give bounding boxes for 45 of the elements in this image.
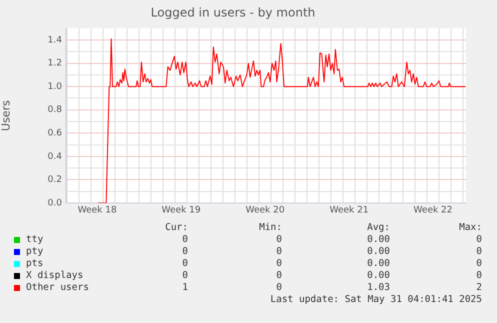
x-tick-label: Week 19 (162, 206, 201, 216)
text: 0 (476, 234, 482, 245)
text: 0 (182, 258, 188, 269)
x-tick-label: Week 18 (78, 206, 117, 216)
text: 0.00 (367, 270, 390, 281)
text: 0 (276, 282, 282, 293)
text: 0 (476, 246, 482, 257)
legend-label: Other users (26, 282, 89, 293)
text: Last update: Sat May 31 04:01:41 2025 (270, 294, 482, 305)
text: 0.00 (367, 234, 390, 245)
x-tick-label: Week 21 (330, 206, 369, 216)
y-tick-label: 0.2 (48, 175, 62, 186)
text: 0 (276, 258, 282, 269)
text: 1 (182, 282, 188, 293)
text: Cur: (165, 222, 188, 233)
text: Avg: (367, 222, 390, 233)
y-tick-label: 1.0 (48, 82, 62, 92)
text: 0.00 (367, 246, 390, 257)
text: Min: (259, 222, 282, 233)
y-tick-label: 0.4 (48, 152, 62, 162)
text: 0 (276, 246, 282, 257)
legend-label: X displays (26, 270, 84, 281)
y-tick-label: 0.6 (48, 128, 62, 139)
text: 0 (276, 234, 282, 245)
legend-label: tty (26, 234, 44, 245)
y-tick-label: 1.2 (48, 58, 62, 69)
legend-label: pty (26, 246, 44, 257)
text: 1.03 (367, 282, 390, 293)
text: 0 (476, 270, 482, 281)
y-tick-label: 0.0 (48, 198, 62, 208)
chart-title: Logged in users - by month (150, 5, 316, 20)
text: 0 (276, 270, 282, 281)
text: 2 (476, 282, 482, 293)
text: Max: (459, 222, 482, 233)
x-tick-label: Week 22 (414, 206, 453, 216)
x-tick-label: Week 20 (246, 206, 285, 216)
text: 0.00 (367, 258, 390, 269)
legend-label: pts (26, 258, 44, 269)
text: 0 (182, 270, 188, 281)
y-axis-title: Users (0, 100, 12, 132)
y-tick-label: 0.8 (48, 105, 62, 116)
text: 0 (476, 258, 482, 269)
text: 0 (182, 234, 188, 245)
text: 0 (182, 246, 188, 257)
y-tick-label: 1.4 (48, 35, 62, 46)
